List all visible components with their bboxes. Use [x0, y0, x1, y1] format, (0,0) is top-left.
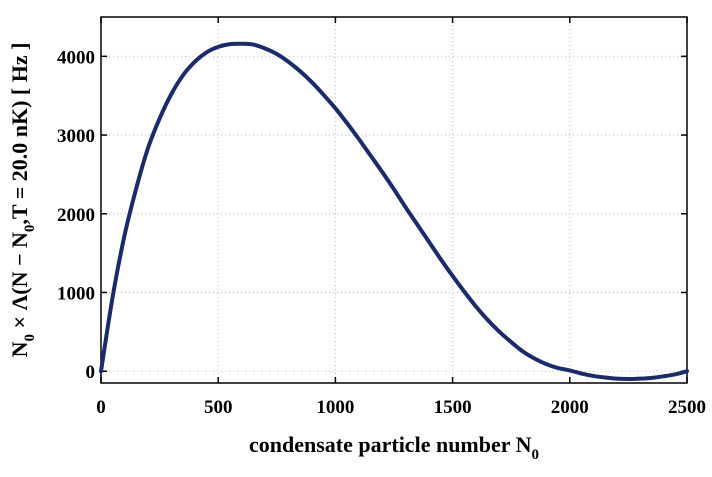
y-axis-label: N0 × Λ(N − N0,T = 20.0 nK) [ Hz ]	[7, 43, 38, 358]
x-tick-label: 2500	[668, 397, 706, 418]
y-tick-label: 2000	[57, 205, 95, 226]
y-tick-label: 4000	[57, 47, 95, 68]
x-tick-label: 2000	[551, 397, 589, 418]
x-tick-label: 1000	[316, 397, 354, 418]
x-tick-labels: 0 500 1000 1500 2000 2500	[96, 397, 706, 418]
x-tick-label: 500	[204, 397, 233, 418]
tick-marks	[100, 17, 688, 383]
x-tick-label: 0	[96, 397, 106, 418]
y-tick-label: 3000	[57, 126, 95, 147]
data-series-line	[99, 41, 689, 382]
y-tick-label: 0	[86, 362, 96, 383]
grid-lines	[101, 17, 687, 383]
y-tick-label: 1000	[57, 283, 95, 304]
plot-frame	[100, 16, 688, 384]
x-tick-label: 1500	[434, 397, 472, 418]
y-tick-labels: 0 1000 2000 3000 4000	[57, 47, 95, 383]
x-axis-label: condensate particle number N0	[249, 432, 539, 463]
